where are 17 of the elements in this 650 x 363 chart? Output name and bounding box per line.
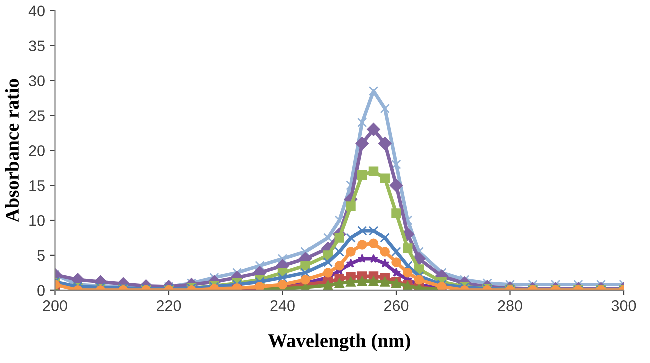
y-tick-label: 30 xyxy=(29,76,45,86)
x-tick-label: 300 xyxy=(612,300,636,312)
x-tick-label: 200 xyxy=(43,300,68,312)
y-tick-label: 40 xyxy=(28,6,45,17)
x-tick-label: 220 xyxy=(157,300,182,312)
y-tick-label: 20 xyxy=(29,146,45,156)
y-tick-label: 15 xyxy=(30,180,45,192)
x-axis-title: Wavelength (nm) xyxy=(268,334,410,352)
x-tick-label: 240 xyxy=(270,300,295,312)
y-axis-title: Absorbance ratio xyxy=(5,79,20,223)
y-tick-label: 35 xyxy=(29,40,45,52)
x-tick-label: 260 xyxy=(384,300,409,312)
y-tick-label: 10 xyxy=(30,215,45,226)
y-tick-label: 5 xyxy=(38,250,45,262)
y-tick-label: 0 xyxy=(38,285,45,296)
x-tick-label: 280 xyxy=(498,300,522,312)
y-tick-label: 25 xyxy=(29,110,45,122)
